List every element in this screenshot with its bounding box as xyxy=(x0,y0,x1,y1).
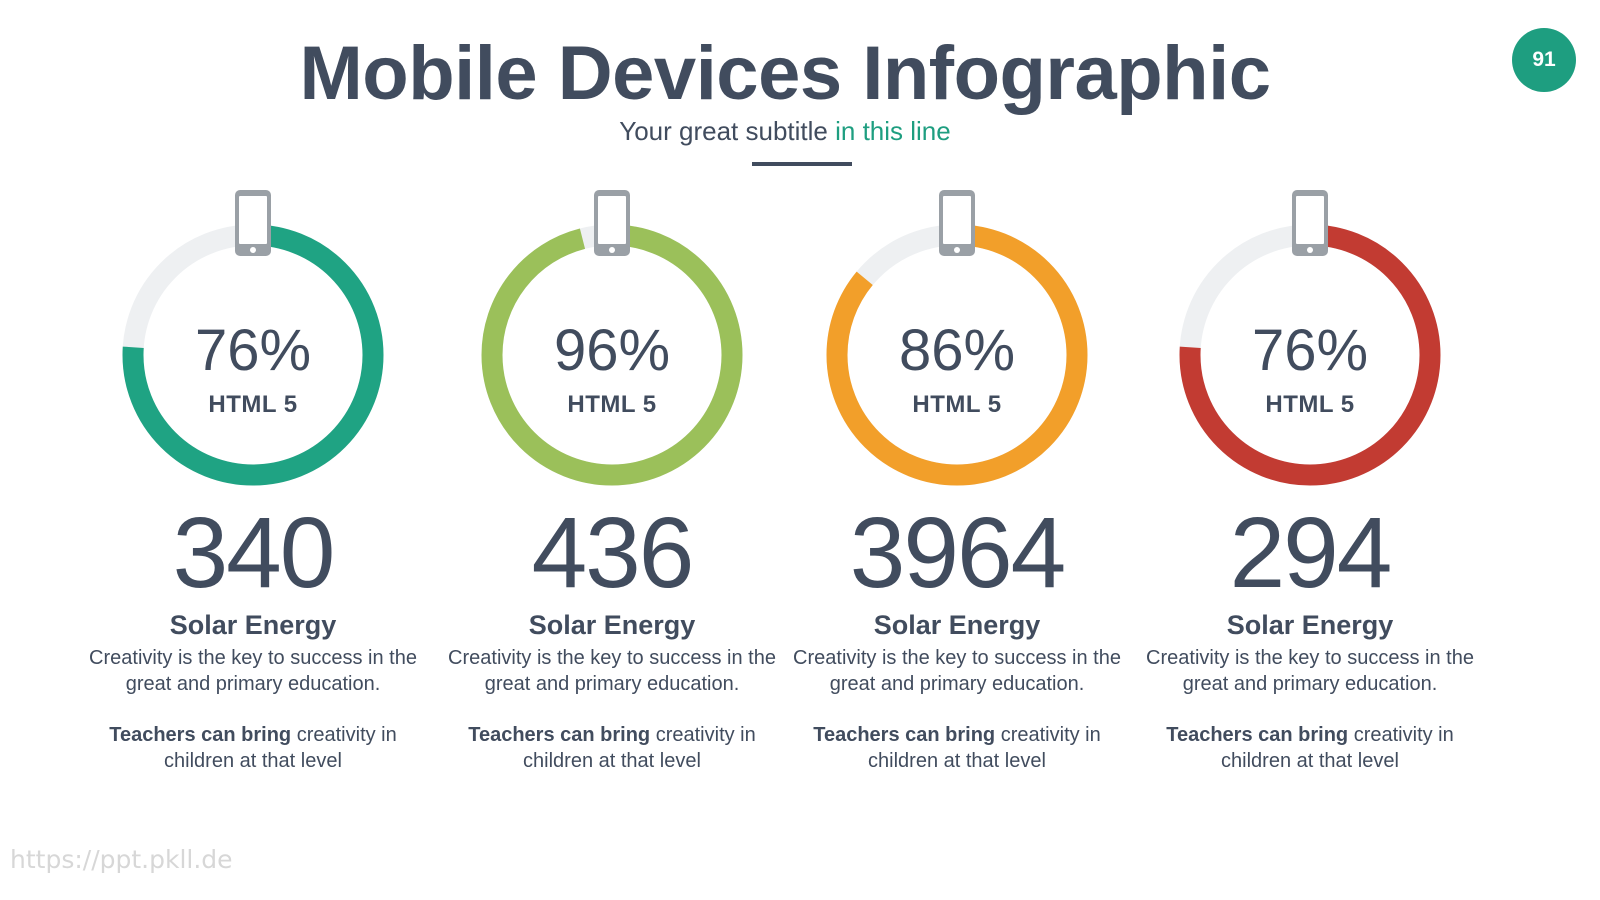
smartphone-icon xyxy=(594,190,630,256)
stat-description: Creativity is the key to success in the … xyxy=(89,647,417,695)
stat-title: Solar Energy xyxy=(169,610,337,640)
watermark-url: https://ppt.pkll.de xyxy=(10,845,233,874)
smartphone-icon xyxy=(235,190,271,256)
stat-number: 436 xyxy=(531,497,695,609)
smartphone-icon xyxy=(1292,190,1328,256)
stat-note: Teachers can bring creativity in childre… xyxy=(442,722,782,774)
stat-card-4: 76% HTML 5 294 Solar Energy Creativity i… xyxy=(1130,185,1490,785)
stat-note-rest: creativity in children at that level xyxy=(1221,724,1454,772)
progress-ring-2: 96% HTML 5 xyxy=(432,185,792,505)
progress-ring-4: 76% HTML 5 xyxy=(1130,185,1490,505)
stat-card-3: 86% HTML 5 3964 Solar Energy Creativity … xyxy=(777,185,1137,785)
smartphone-icon xyxy=(939,190,975,256)
ring-label: HTML 5 xyxy=(208,391,298,418)
ring-label: HTML 5 xyxy=(567,391,657,418)
stat-note: Teachers can bring creativity in childre… xyxy=(787,722,1127,774)
stat-note: Teachers can bring creativity in childre… xyxy=(83,722,423,774)
stat-description: Creativity is the key to success in the … xyxy=(448,647,776,695)
stat-note: Teachers can bring creativity in childre… xyxy=(1140,722,1480,774)
stat-number: 3964 xyxy=(849,497,1066,609)
percent-value: 86% xyxy=(898,318,1016,383)
stat-title: Solar Energy xyxy=(1226,610,1394,640)
slide-subtitle: Your great subtitle in this line xyxy=(0,116,1570,147)
percent-value: 76% xyxy=(194,318,312,383)
ring-label: HTML 5 xyxy=(912,391,1002,418)
stat-card-2: 96% HTML 5 436 Solar Energy Creativity i… xyxy=(432,185,792,785)
percent-value: 96% xyxy=(553,318,671,383)
subtitle-accent: in this line xyxy=(835,116,951,146)
stat-number: 340 xyxy=(172,497,336,609)
stat-note-rest: creativity in children at that level xyxy=(164,724,397,772)
stat-number: 294 xyxy=(1229,497,1393,609)
stat-note-bold: Teachers can bring xyxy=(468,724,651,746)
stat-card-1: 76% HTML 5 340 Solar Energy Creativity i… xyxy=(73,185,433,785)
ring-label: HTML 5 xyxy=(1265,391,1355,418)
stat-title: Solar Energy xyxy=(873,610,1041,640)
slide-title: Mobile Devices Infographic xyxy=(299,31,1272,116)
progress-ring-1: 76% HTML 5 xyxy=(73,185,433,505)
stat-note-bold: Teachers can bring xyxy=(813,724,996,746)
stat-note-bold: Teachers can bring xyxy=(109,724,292,746)
stat-description: Creativity is the key to success in the … xyxy=(793,647,1121,695)
title-underline xyxy=(752,162,852,166)
stat-title: Solar Energy xyxy=(528,610,696,640)
stat-note-rest: creativity in children at that level xyxy=(868,724,1101,772)
subtitle-main: Your great subtitle xyxy=(619,116,828,146)
progress-ring-3: 86% HTML 5 xyxy=(777,185,1137,505)
stat-description: Creativity is the key to success in the … xyxy=(1146,647,1474,695)
percent-value: 76% xyxy=(1251,318,1369,383)
stat-note-rest: creativity in children at that level xyxy=(523,724,756,772)
stat-note-bold: Teachers can bring xyxy=(1166,724,1349,746)
page-number-badge: 91 xyxy=(1512,28,1576,92)
